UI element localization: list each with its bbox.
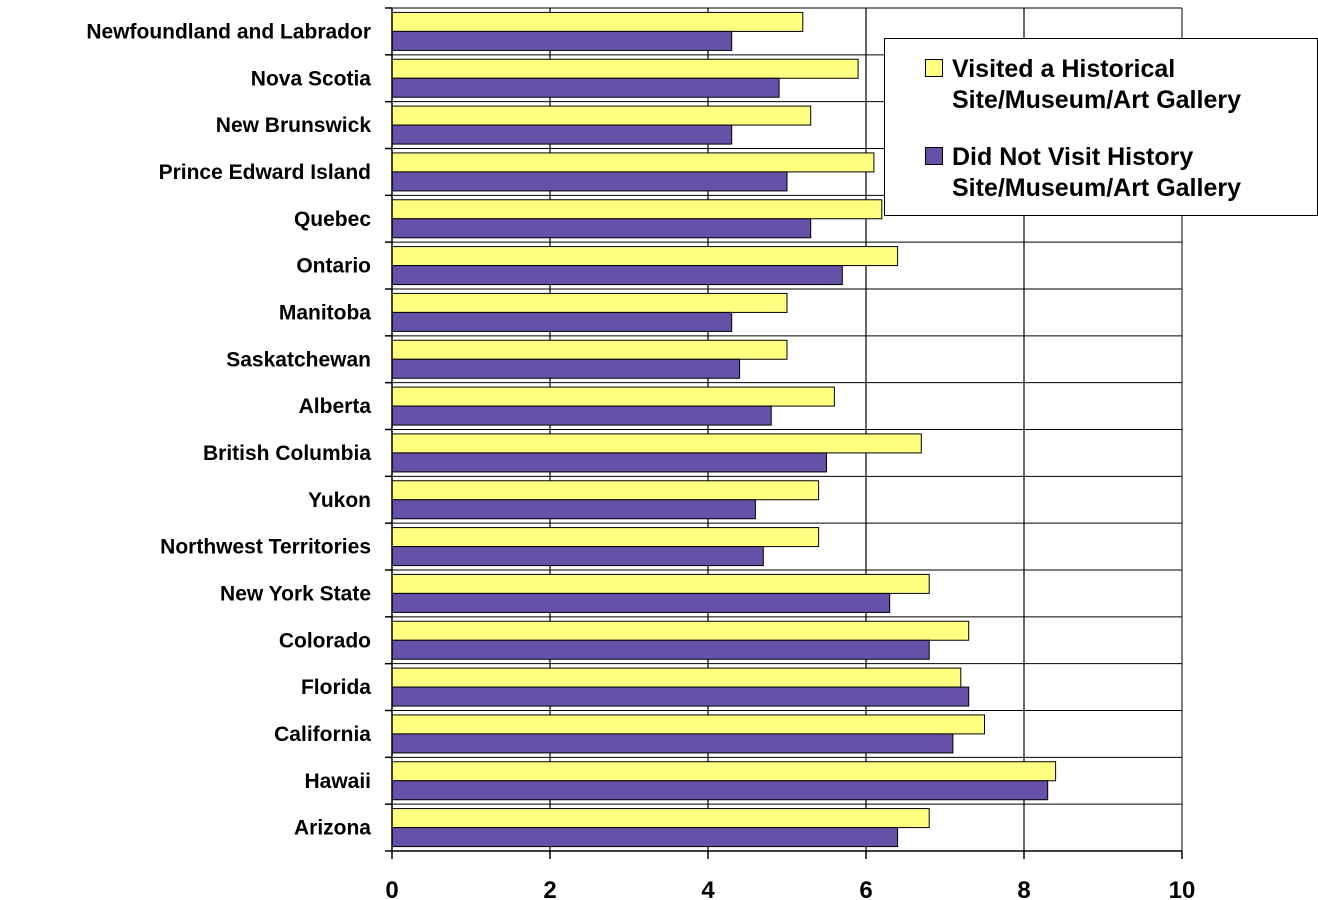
category-label: Nova Scotia [251, 67, 372, 90]
bar-not-visited [392, 31, 732, 50]
legend-item-visited: Visited a Historical Site/Museum/Art Gal… [925, 54, 1241, 116]
legend-label-not-visited: Did Not Visit History Site/Museum/Art Ga… [952, 142, 1241, 204]
bar-not-visited [392, 828, 898, 847]
category-label: California [274, 723, 371, 746]
category-label: Prince Edward Island [159, 161, 371, 184]
category-label: New York State [220, 582, 371, 605]
bar-visited [392, 481, 819, 500]
bar-visited [392, 200, 882, 219]
bar-not-visited [392, 219, 811, 238]
category-label: Florida [301, 676, 371, 699]
x-tick-label: 4 [701, 877, 715, 900]
x-tick-label: 8 [1017, 877, 1030, 900]
bar-visited [392, 153, 874, 172]
bar-not-visited [392, 453, 827, 472]
bar-not-visited [392, 172, 787, 191]
bar-visited [392, 340, 787, 359]
bar-not-visited [392, 734, 953, 753]
category-label: Colorado [279, 629, 371, 652]
category-label: Yukon [308, 489, 371, 512]
bar-visited [392, 387, 834, 406]
x-tick-label: 0 [385, 877, 398, 900]
bar-not-visited [392, 78, 779, 97]
bar-not-visited [392, 312, 732, 331]
category-label: New Brunswick [216, 114, 372, 137]
bar-not-visited [392, 125, 732, 144]
bar-visited [392, 247, 898, 266]
bar-visited [392, 715, 985, 734]
category-label: Saskatchewan [226, 348, 371, 371]
bar-not-visited [392, 500, 755, 519]
category-label: Ontario [296, 255, 371, 278]
bar-not-visited [392, 593, 890, 612]
legend-swatch-visited [925, 59, 943, 77]
bar-visited [392, 574, 929, 593]
bar-visited [392, 434, 921, 453]
category-label: Arizona [294, 817, 371, 840]
bar-not-visited [392, 640, 929, 659]
x-tick-label: 10 [1169, 877, 1196, 900]
bar-visited [392, 809, 929, 828]
bar-not-visited [392, 781, 1048, 800]
bar-visited [392, 528, 819, 547]
category-labels: Newfoundland and Labrador Nova Scotia New … [86, 20, 371, 839]
bar-not-visited [392, 687, 969, 706]
x-tick-label: 2 [543, 877, 556, 900]
x-tick-labels: 0 2 4 6 8 10 [385, 877, 1195, 900]
bar-visited [392, 293, 787, 312]
category-label: Newfoundland and Labrador [86, 20, 371, 43]
category-label: Alberta [299, 395, 372, 418]
bar-visited [392, 762, 1056, 781]
category-label: Quebec [294, 208, 371, 231]
bar-visited [392, 668, 961, 687]
bar-visited [392, 12, 803, 31]
category-label: Hawaii [304, 770, 371, 793]
category-label: Manitoba [279, 301, 371, 324]
bar-not-visited [392, 266, 842, 285]
category-label: British Columbia [203, 442, 371, 465]
legend-swatch-not-visited [925, 147, 943, 165]
legend-item-not-visited: Did Not Visit History Site/Museum/Art Ga… [925, 142, 1241, 204]
legend-label-visited: Visited a Historical Site/Museum/Art Gal… [952, 54, 1241, 116]
category-label: Northwest Territories [160, 536, 371, 559]
chart-legend: Visited a Historical Site/Museum/Art Gal… [884, 38, 1318, 216]
bar-visited [392, 59, 858, 78]
bar-not-visited [392, 359, 740, 378]
bar-visited [392, 106, 811, 125]
x-tick-label: 6 [859, 877, 872, 900]
bar-not-visited [392, 406, 771, 425]
bar-not-visited [392, 547, 763, 566]
bar-visited [392, 621, 969, 640]
